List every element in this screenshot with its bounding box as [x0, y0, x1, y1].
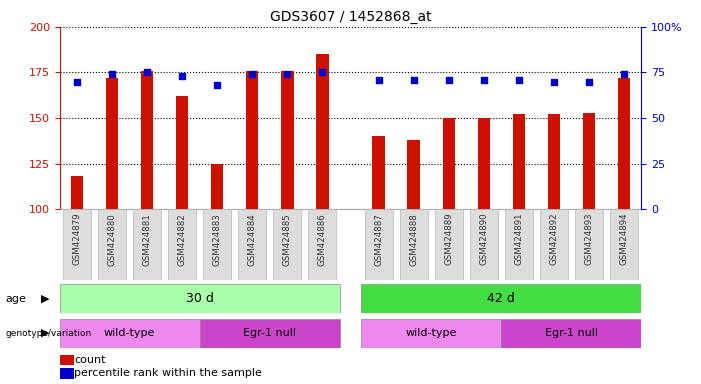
Bar [501, 319, 641, 348]
Bar [176, 96, 189, 209]
Text: GSM424889: GSM424889 [444, 213, 453, 265]
FancyBboxPatch shape [540, 209, 568, 280]
FancyBboxPatch shape [610, 209, 638, 280]
Text: GSM424885: GSM424885 [283, 213, 292, 266]
Bar [60, 368, 74, 379]
Text: GSM424893: GSM424893 [585, 213, 593, 265]
Bar [361, 284, 641, 313]
Point [142, 70, 153, 76]
Bar [106, 78, 118, 209]
Bar [361, 319, 501, 348]
Bar [372, 136, 385, 209]
FancyBboxPatch shape [435, 209, 463, 280]
FancyBboxPatch shape [98, 209, 126, 280]
Text: wild-type: wild-type [405, 328, 457, 338]
Text: ▶: ▶ [41, 293, 49, 304]
Point [282, 71, 293, 78]
Text: GSM424890: GSM424890 [479, 213, 488, 265]
Bar [618, 78, 630, 209]
Bar [71, 177, 83, 209]
Point [107, 71, 118, 78]
FancyBboxPatch shape [470, 209, 498, 280]
Point [317, 70, 328, 76]
Text: GSM424879: GSM424879 [73, 213, 81, 265]
Bar [246, 71, 259, 209]
Bar [281, 71, 294, 209]
Point [408, 77, 419, 83]
FancyBboxPatch shape [273, 209, 301, 280]
Text: wild-type: wild-type [104, 328, 156, 338]
Bar [141, 71, 154, 209]
Text: ▶: ▶ [41, 328, 49, 338]
Bar [60, 319, 200, 348]
Bar [211, 164, 224, 209]
Text: GSM424883: GSM424883 [213, 213, 222, 266]
Text: GSM424880: GSM424880 [108, 213, 116, 266]
Text: Egr-1 null: Egr-1 null [243, 328, 297, 338]
Point [478, 77, 489, 83]
Text: GSM424881: GSM424881 [143, 213, 151, 266]
Point [513, 77, 524, 83]
FancyBboxPatch shape [168, 209, 196, 280]
Bar [200, 319, 340, 348]
Bar [547, 114, 560, 209]
Bar [316, 54, 329, 209]
FancyBboxPatch shape [238, 209, 266, 280]
Text: count: count [74, 355, 106, 365]
Text: Egr-1 null: Egr-1 null [545, 328, 598, 338]
Text: 30 d: 30 d [186, 292, 214, 305]
Text: 42 d: 42 d [487, 292, 515, 305]
Point [72, 79, 83, 85]
Bar [60, 355, 74, 366]
FancyBboxPatch shape [308, 209, 336, 280]
Bar [407, 140, 420, 209]
Point [373, 77, 384, 83]
Point [247, 71, 258, 78]
Text: GSM424887: GSM424887 [374, 213, 383, 266]
Bar [442, 118, 455, 209]
Bar [583, 113, 595, 209]
Text: GSM424891: GSM424891 [515, 213, 523, 265]
FancyBboxPatch shape [203, 209, 231, 280]
Bar [512, 114, 525, 209]
Point [177, 73, 188, 79]
Point [583, 79, 594, 85]
Text: GSM424882: GSM424882 [178, 213, 186, 266]
Text: GSM424892: GSM424892 [550, 213, 558, 265]
Point [443, 77, 454, 83]
Text: age: age [6, 293, 27, 304]
FancyBboxPatch shape [63, 209, 91, 280]
FancyBboxPatch shape [365, 209, 393, 280]
FancyBboxPatch shape [575, 209, 603, 280]
FancyBboxPatch shape [133, 209, 161, 280]
Text: GSM424884: GSM424884 [248, 213, 257, 266]
Text: GSM424894: GSM424894 [620, 213, 628, 265]
Text: GSM424888: GSM424888 [409, 213, 418, 266]
Point [212, 82, 223, 88]
Text: genotype/variation: genotype/variation [6, 329, 92, 338]
Text: GSM424886: GSM424886 [318, 213, 327, 266]
Bar [477, 118, 490, 209]
FancyBboxPatch shape [505, 209, 533, 280]
Bar [60, 284, 340, 313]
Point [548, 79, 559, 85]
FancyBboxPatch shape [400, 209, 428, 280]
Title: GDS3607 / 1452868_at: GDS3607 / 1452868_at [270, 10, 431, 25]
Point [618, 71, 629, 78]
Text: percentile rank within the sample: percentile rank within the sample [74, 368, 262, 379]
